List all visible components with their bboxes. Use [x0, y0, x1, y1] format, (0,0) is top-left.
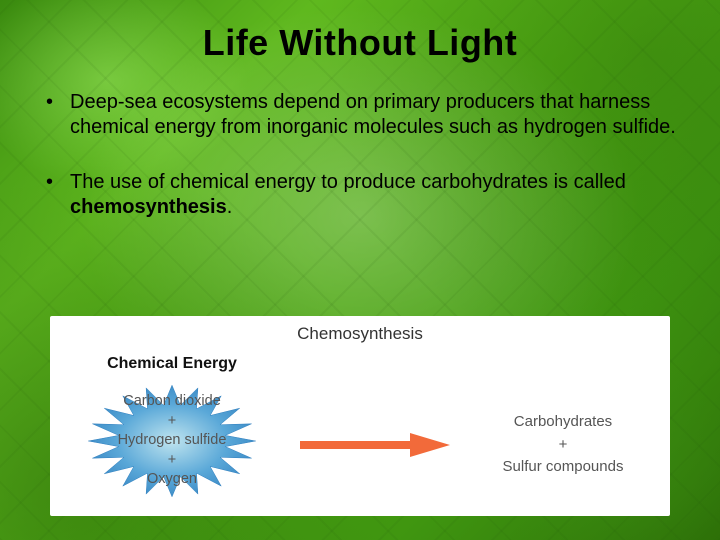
diagram-title: Chemosynthesis — [62, 324, 658, 344]
input-line: Carbon dioxide — [118, 392, 227, 412]
bullet-list: Deep-sea ecosystems depend on primary pr… — [36, 90, 684, 220]
bullet-text-suffix: . — [227, 196, 233, 218]
bullet-item: The use of chemical energy to produce ca… — [36, 170, 684, 220]
arrow-icon — [300, 430, 450, 460]
inputs-stack: Carbon dioxide + Hydrogen sulfide + Oxyg… — [118, 392, 227, 490]
arrow-column — [300, 430, 450, 460]
input-line: + — [118, 451, 227, 471]
input-line: Oxygen — [118, 470, 227, 490]
input-line: Hydrogen sulfide — [118, 431, 227, 451]
bullet-text-bold: chemosynthesis — [70, 196, 227, 218]
inputs-column: Chemical Energy — [62, 355, 282, 505]
slide-title: Life Without Light — [36, 22, 684, 64]
energy-burst: Carbon dioxide + Hydrogen sulfide + Oxyg… — [72, 377, 272, 505]
output-line: + — [468, 434, 658, 457]
slide: Life Without Light Deep-sea ecosystems d… — [0, 0, 720, 540]
outputs-column: Carbohydrates + Sulfur compounds — [468, 411, 658, 479]
bullet-text-prefix: The use of chemical energy to produce ca… — [70, 171, 626, 193]
output-line: Sulfur compounds — [468, 456, 658, 479]
chemosynthesis-diagram: Chemosynthesis Chemical Energy — [50, 316, 670, 516]
output-line: Carbohydrates — [468, 411, 658, 434]
diagram-row: Chemical Energy — [62, 350, 658, 510]
inputs-header: Chemical Energy — [107, 355, 237, 373]
bullet-text: Deep-sea ecosystems depend on primary pr… — [70, 91, 676, 138]
input-line: + — [118, 412, 227, 432]
bullet-item: Deep-sea ecosystems depend on primary pr… — [36, 90, 684, 140]
